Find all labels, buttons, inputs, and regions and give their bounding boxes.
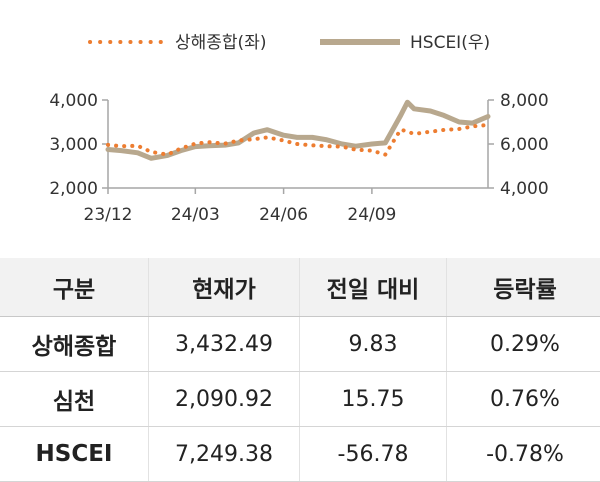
header-change: 전일 대비 (300, 258, 447, 317)
row-name: HSCEI (0, 427, 149, 482)
row-change: -56.78 (300, 427, 447, 482)
x-tick-label: 23/12 (84, 205, 133, 225)
legend-label-hscei: HSCEI(우) (410, 33, 490, 53)
legend-label-shanghai: 상해종합(좌) (175, 33, 266, 53)
series-line-hscei (108, 102, 488, 158)
row-price: 2,090.92 (149, 372, 300, 427)
left-tick-label: 3,000 (49, 135, 98, 155)
row-change: 15.75 (300, 372, 447, 427)
table-header-row: 구분 현재가 전일 대비 등락률 (0, 258, 600, 317)
row-rate: 0.29% (447, 317, 600, 372)
row-name: 상해종합 (0, 317, 149, 372)
left-tick-label: 2,000 (49, 179, 98, 199)
right-tick-label: 6,000 (500, 135, 549, 155)
header-current-price: 현재가 (149, 258, 300, 317)
series-layer (108, 102, 488, 158)
x-tick-label: 24/06 (259, 205, 308, 225)
row-name: 심천 (0, 372, 149, 427)
table-row: 상해종합 3,432.49 9.83 0.29% (0, 317, 600, 372)
right-tick-label: 8,000 (500, 91, 549, 111)
row-rate: 0.76% (447, 372, 600, 427)
index-table: 구분 현재가 전일 대비 등락률 상해종합 3,432.49 9.83 0.29… (0, 258, 600, 482)
row-change: 9.83 (300, 317, 447, 372)
table-row: 심천 2,090.92 15.75 0.76% (0, 372, 600, 427)
table-row: HSCEI 7,249.38 -56.78 -0.78% (0, 427, 600, 482)
header-category: 구분 (0, 258, 149, 317)
x-tick-label: 24/09 (347, 205, 396, 225)
left-tick-label: 4,000 (49, 91, 98, 111)
row-price: 3,432.49 (149, 317, 300, 372)
x-tick-label: 24/03 (171, 205, 220, 225)
row-rate: -0.78% (447, 427, 600, 482)
dual-axis-line-chart: 상해종합(좌) HSCEI(우) 2,000 3,000 4,000 4,000 6,0… (0, 0, 600, 255)
row-price: 7,249.38 (149, 427, 300, 482)
axes: 2,000 3,000 4,000 4,000 6,000 8,000 23/12 24/03… (49, 91, 548, 225)
header-change-rate: 등락률 (447, 258, 600, 317)
right-tick-label: 4,000 (500, 179, 549, 199)
legend: 상해종합(좌) HSCEI(우) (90, 33, 490, 53)
